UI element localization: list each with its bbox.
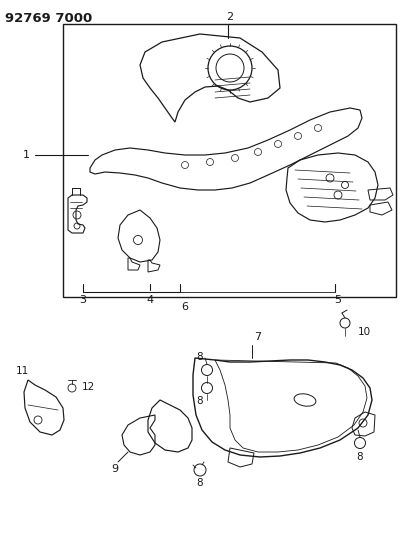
Text: 1: 1 <box>23 150 30 160</box>
Text: 5: 5 <box>335 295 341 305</box>
Text: 8: 8 <box>197 396 203 406</box>
Text: 7: 7 <box>254 332 261 342</box>
Text: 92769 7000: 92769 7000 <box>5 12 92 25</box>
Text: 12: 12 <box>82 382 95 392</box>
Text: 6: 6 <box>181 302 189 312</box>
Text: 11: 11 <box>15 366 29 376</box>
Text: 3: 3 <box>80 295 86 305</box>
Bar <box>63 24 396 297</box>
Text: 8: 8 <box>197 352 203 362</box>
Text: 2: 2 <box>226 12 234 22</box>
Text: 9: 9 <box>112 464 118 474</box>
Text: 4: 4 <box>146 295 154 305</box>
Text: 8: 8 <box>197 478 203 488</box>
Text: 10: 10 <box>358 327 371 337</box>
Text: 8: 8 <box>357 452 363 462</box>
